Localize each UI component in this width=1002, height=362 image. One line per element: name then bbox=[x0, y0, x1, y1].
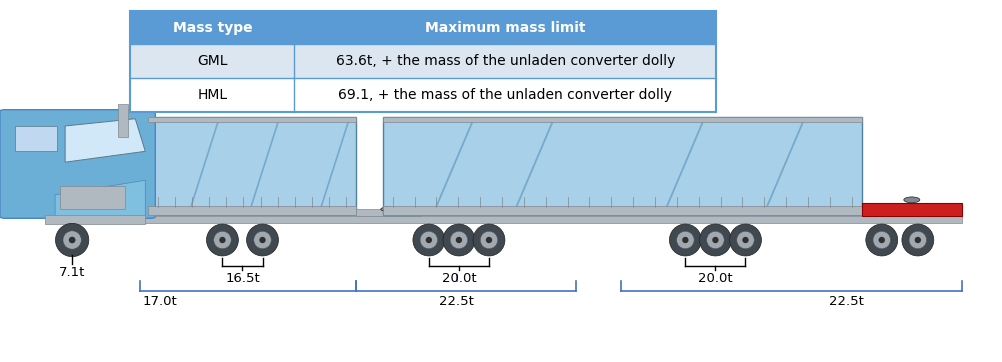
Ellipse shape bbox=[915, 237, 921, 243]
Text: Mass type: Mass type bbox=[172, 21, 253, 35]
Text: Maximum mass limit: Maximum mass limit bbox=[425, 21, 585, 35]
Polygon shape bbox=[65, 119, 145, 162]
Text: 69.1, + the mass of the unladen converter dolly: 69.1, + the mass of the unladen converte… bbox=[339, 88, 672, 102]
Bar bbox=[55, 216, 962, 223]
Ellipse shape bbox=[873, 231, 891, 249]
Ellipse shape bbox=[473, 224, 505, 256]
Ellipse shape bbox=[456, 237, 462, 243]
Bar bbox=[45, 215, 145, 224]
Bar bbox=[130, 11, 716, 44]
Ellipse shape bbox=[866, 224, 898, 256]
Bar bbox=[148, 206, 356, 215]
Ellipse shape bbox=[742, 237, 748, 243]
Ellipse shape bbox=[902, 224, 934, 256]
Ellipse shape bbox=[246, 224, 279, 256]
Text: 16.5t: 16.5t bbox=[225, 272, 260, 285]
Ellipse shape bbox=[381, 207, 396, 211]
Text: GML: GML bbox=[197, 54, 227, 68]
Bar bbox=[60, 186, 125, 209]
Ellipse shape bbox=[706, 231, 724, 249]
Bar bbox=[383, 117, 862, 215]
Bar bbox=[130, 44, 716, 78]
Text: 22.5t: 22.5t bbox=[830, 295, 864, 308]
Ellipse shape bbox=[213, 231, 231, 249]
Bar bbox=[118, 104, 128, 137]
Bar bbox=[148, 117, 356, 122]
Bar bbox=[15, 126, 57, 151]
Ellipse shape bbox=[736, 231, 755, 249]
Text: 22.5t: 22.5t bbox=[440, 295, 474, 308]
Bar bbox=[383, 206, 862, 215]
Text: 17.0t: 17.0t bbox=[143, 295, 177, 308]
Ellipse shape bbox=[450, 231, 468, 249]
Ellipse shape bbox=[63, 231, 81, 249]
Ellipse shape bbox=[879, 237, 885, 243]
Ellipse shape bbox=[55, 223, 89, 257]
FancyBboxPatch shape bbox=[0, 110, 155, 218]
Text: 7.1t: 7.1t bbox=[59, 266, 85, 279]
Bar bbox=[356, 209, 421, 216]
Bar bbox=[148, 117, 356, 215]
Text: 63.6t, + the mass of the unladen converter dolly: 63.6t, + the mass of the unladen convert… bbox=[336, 54, 675, 68]
Ellipse shape bbox=[443, 224, 475, 256]
Ellipse shape bbox=[676, 231, 694, 249]
Ellipse shape bbox=[69, 237, 75, 243]
Ellipse shape bbox=[260, 237, 266, 243]
Text: 20.0t: 20.0t bbox=[442, 272, 476, 285]
Bar bbox=[130, 78, 716, 112]
Ellipse shape bbox=[254, 231, 272, 249]
Ellipse shape bbox=[682, 237, 688, 243]
Polygon shape bbox=[55, 180, 145, 216]
Ellipse shape bbox=[420, 231, 438, 249]
Ellipse shape bbox=[219, 237, 225, 243]
Bar bbox=[862, 203, 962, 216]
Ellipse shape bbox=[480, 231, 498, 249]
Ellipse shape bbox=[426, 237, 432, 243]
Circle shape bbox=[904, 197, 920, 203]
Bar bbox=[383, 117, 862, 122]
Ellipse shape bbox=[669, 224, 701, 256]
Ellipse shape bbox=[486, 237, 492, 243]
Ellipse shape bbox=[712, 237, 718, 243]
Text: 20.0t: 20.0t bbox=[698, 272, 732, 285]
Ellipse shape bbox=[699, 224, 731, 256]
Ellipse shape bbox=[206, 224, 238, 256]
Text: HML: HML bbox=[197, 88, 227, 102]
Bar bbox=[130, 11, 716, 112]
Ellipse shape bbox=[909, 231, 927, 249]
Ellipse shape bbox=[413, 224, 445, 256]
Ellipse shape bbox=[729, 224, 762, 256]
